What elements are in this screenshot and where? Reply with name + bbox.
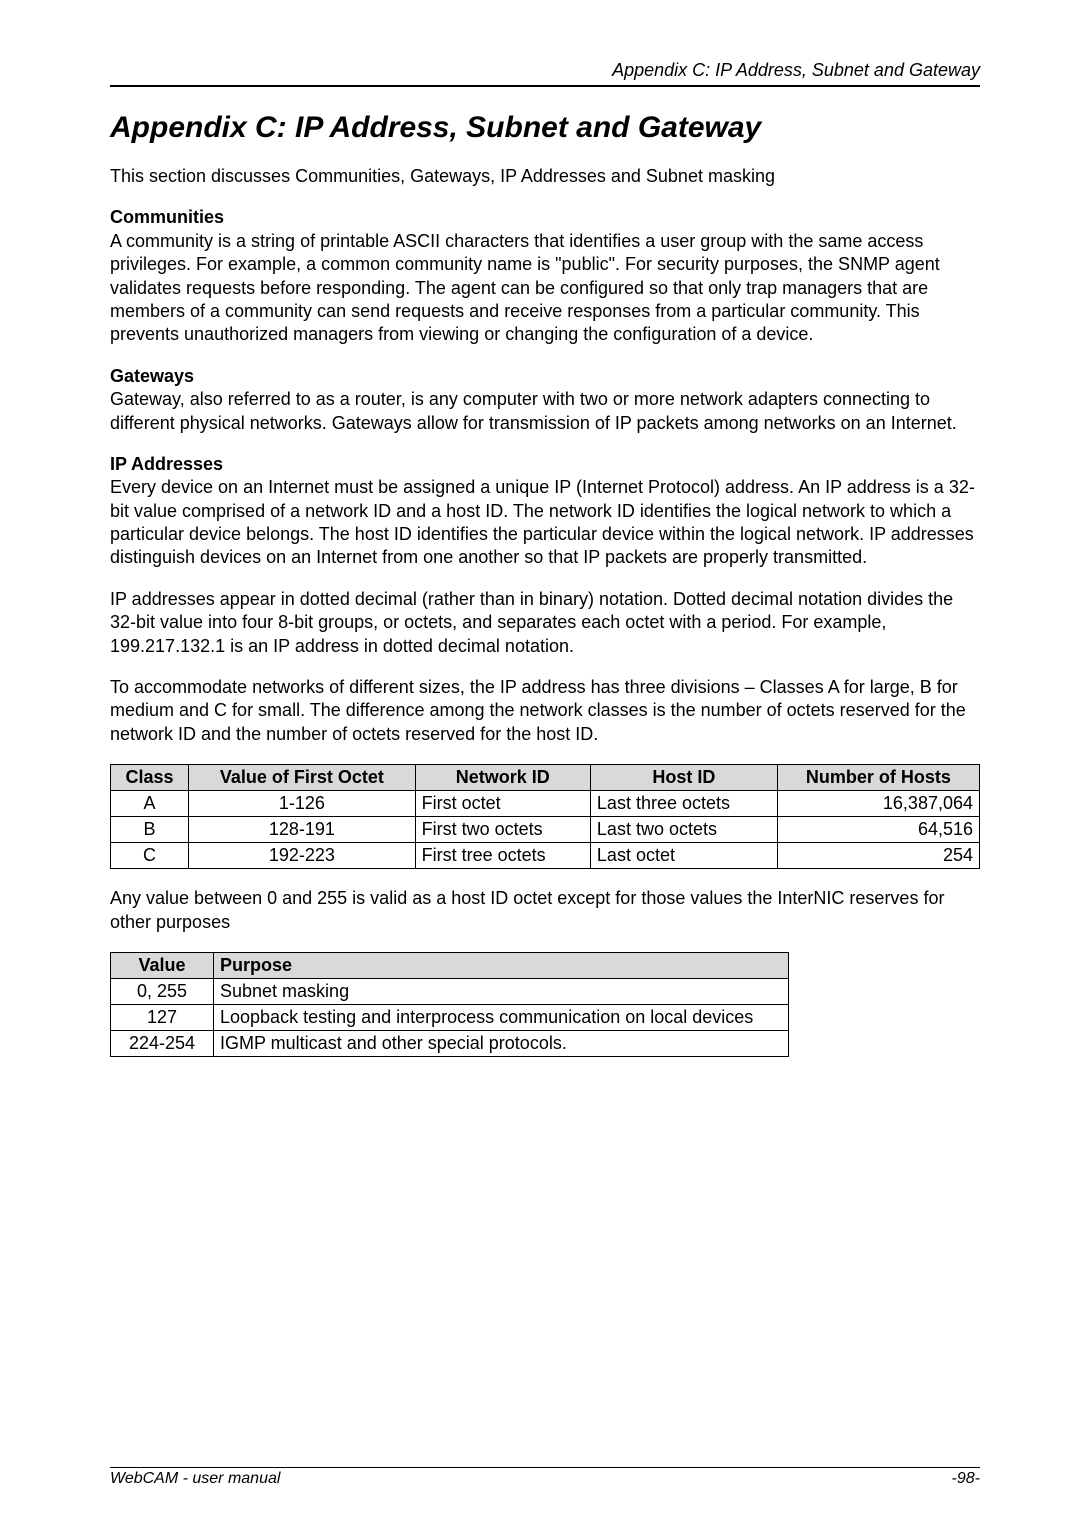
class-table: Class Value of First Octet Network ID Ho… (110, 764, 980, 869)
gateways-heading: Gateways (110, 365, 980, 388)
footer-left: WebCAM - user manual (110, 1470, 280, 1488)
cell: 224-254 (111, 1030, 214, 1056)
cell: Last octet (590, 843, 777, 869)
table-header-row: Value Purpose (111, 952, 789, 978)
cell: 254 (777, 843, 979, 869)
cell: 1-126 (189, 791, 416, 817)
cell: IGMP multicast and other special protoco… (214, 1030, 789, 1056)
table-row: A 1-126 First octet Last three octets 16… (111, 791, 980, 817)
table-row: B 128-191 First two octets Last two octe… (111, 817, 980, 843)
running-header: Appendix C: IP Address, Subnet and Gatew… (110, 60, 980, 81)
table-row: C 192-223 First tree octets Last octet 2… (111, 843, 980, 869)
cell: 16,387,064 (777, 791, 979, 817)
cell: A (111, 791, 189, 817)
cell: First tree octets (415, 843, 590, 869)
col-value: Value (111, 952, 214, 978)
page-title: Appendix C: IP Address, Subnet and Gatew… (110, 111, 980, 145)
cell: First octet (415, 791, 590, 817)
cell: First two octets (415, 817, 590, 843)
col-host-id: Host ID (590, 765, 777, 791)
table-row: 127 Loopback testing and interprocess co… (111, 1004, 789, 1030)
intro-paragraph: This section discusses Communities, Gate… (110, 165, 980, 188)
table-header-row: Class Value of First Octet Network ID Ho… (111, 765, 980, 791)
footer-row: WebCAM - user manual -98- (110, 1470, 980, 1488)
cell: Loopback testing and interprocess commun… (214, 1004, 789, 1030)
communities-heading: Communities (110, 206, 980, 229)
footer: WebCAM - user manual -98- (110, 1467, 980, 1488)
gateways-body: Gateway, also referred to as a router, i… (110, 388, 980, 435)
cell: Last two octets (590, 817, 777, 843)
cell: Last three octets (590, 791, 777, 817)
page: Appendix C: IP Address, Subnet and Gatew… (0, 0, 1080, 1528)
ip-paragraph-2: IP addresses appear in dotted decimal (r… (110, 588, 980, 658)
cell: 192-223 (189, 843, 416, 869)
cell: 0, 255 (111, 978, 214, 1004)
table-row: 224-254 IGMP multicast and other special… (111, 1030, 789, 1056)
col-first-octet: Value of First Octet (189, 765, 416, 791)
ip-paragraph-3: To accommodate networks of different siz… (110, 676, 980, 746)
header-rule (110, 85, 980, 87)
value-table: Value Purpose 0, 255 Subnet masking 127 … (110, 952, 789, 1057)
between-tables-paragraph: Any value between 0 and 255 is valid as … (110, 887, 980, 934)
communities-body: A community is a string of printable ASC… (110, 230, 980, 347)
cell: 128-191 (189, 817, 416, 843)
cell: C (111, 843, 189, 869)
col-class: Class (111, 765, 189, 791)
col-purpose: Purpose (214, 952, 789, 978)
ip-heading: IP Addresses (110, 453, 980, 476)
col-num-hosts: Number of Hosts (777, 765, 979, 791)
ip-paragraph-1: Every device on an Internet must be assi… (110, 476, 980, 570)
footer-right: -98- (952, 1470, 980, 1488)
cell: 64,516 (777, 817, 979, 843)
col-network-id: Network ID (415, 765, 590, 791)
cell: Subnet masking (214, 978, 789, 1004)
footer-rule (110, 1467, 980, 1468)
cell: B (111, 817, 189, 843)
table-row: 0, 255 Subnet masking (111, 978, 789, 1004)
cell: 127 (111, 1004, 214, 1030)
